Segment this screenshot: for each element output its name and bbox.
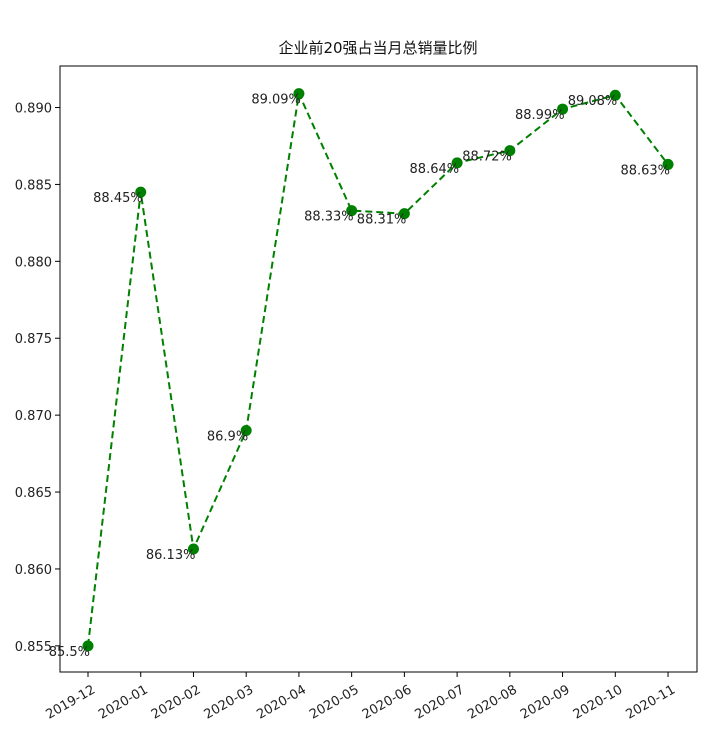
y-tick-label: 0.885: [15, 178, 52, 193]
data-label: 88.63%: [620, 163, 670, 178]
plot-area-frame: [59, 65, 698, 673]
data-point: [504, 145, 516, 157]
data-label: 88.72%: [462, 150, 512, 165]
data-point: [346, 205, 358, 217]
chart-title: 企业前20强占当月总销量比例: [278, 39, 477, 57]
series-layer: [82, 88, 674, 652]
series-line: [87, 90, 669, 646]
data-point: [240, 425, 252, 437]
data-point: [135, 186, 147, 198]
data-point: [451, 157, 463, 169]
data-point: [398, 208, 410, 220]
data-label: 88.45%: [93, 191, 143, 206]
data-label: 88.99%: [515, 108, 565, 123]
y-axis: 0.855 0.860 0.865 0.870 0.875 0.880 0.885 0.890: [15, 102, 60, 655]
data-label: 85.5%: [49, 645, 90, 660]
data-label: 86.9%: [207, 430, 248, 445]
data-label: 89.09%: [251, 93, 301, 108]
y-tick-label: 0.875: [15, 332, 52, 347]
data-point: [293, 88, 305, 100]
data-label: 88.33%: [304, 210, 354, 225]
y-tick-label: 0.880: [15, 255, 52, 270]
data-point: [609, 89, 621, 101]
y-tick-label: 0.870: [15, 409, 52, 424]
data-label: 86.13%: [146, 548, 196, 563]
data-point: [662, 158, 674, 170]
data-point: [557, 103, 569, 115]
y-tick-label: 0.855: [15, 640, 52, 655]
y-tick-label: 0.890: [15, 102, 52, 117]
data-label-layer: 85.5% 88.45% 86.13% 86.9% 89.09% 88.33% 88.31%…: [49, 93, 670, 660]
data-label: 88.31%: [357, 213, 407, 228]
data-point: [187, 543, 199, 555]
data-point: [82, 640, 94, 652]
data-label: 88.64%: [410, 162, 460, 177]
y-tick-label: 0.860: [15, 563, 52, 578]
data-label: 89.08%: [568, 94, 618, 109]
y-tick-label: 0.865: [15, 486, 52, 501]
